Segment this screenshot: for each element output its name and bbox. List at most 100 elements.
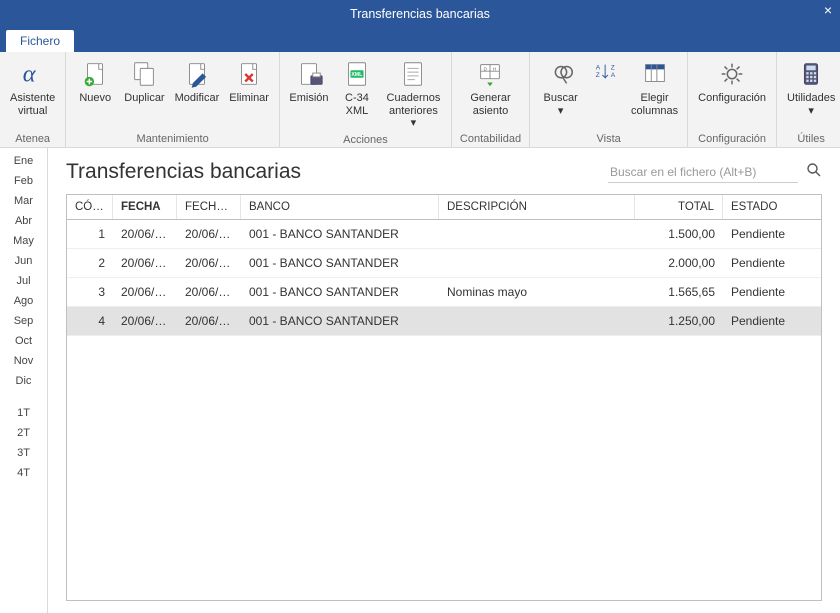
c34xml-button[interactable]: XML C-34 XML xyxy=(336,56,378,119)
ribbon-button-label: Configuración xyxy=(698,92,766,105)
new-icon xyxy=(79,58,111,90)
duplicar-button[interactable]: Duplicar xyxy=(122,56,166,107)
dh-icon: DH xyxy=(474,58,506,90)
svg-text:α: α xyxy=(22,61,36,88)
tab-fichero[interactable]: Fichero xyxy=(6,30,74,52)
close-icon[interactable]: × xyxy=(824,2,832,18)
sidebar-item-quarter[interactable]: 2T xyxy=(0,424,47,442)
utilidades-button[interactable]: Utilidades ▾ xyxy=(785,56,837,119)
table-row[interactable]: 320/06/20…20/06/20…001 - BANCO SANTANDER… xyxy=(67,278,821,307)
sidebar-item-quarter[interactable]: 1T xyxy=(0,404,47,422)
sidebar-item-month[interactable]: Feb xyxy=(0,172,47,190)
ribbon-button-label: Eliminar xyxy=(229,92,269,105)
ribbon-button-label: Elegir columnas xyxy=(631,92,678,117)
asistente-virtual-button[interactable]: α Asistente virtual xyxy=(8,56,57,119)
sidebar-item-month[interactable]: Jun xyxy=(0,252,47,270)
elegir-columnas-button[interactable]: Elegir columnas xyxy=(630,56,679,119)
sidebar-item-month[interactable]: Jul xyxy=(0,272,47,290)
sidebar: Ene Feb Mar Abr May Jun Jul Ago Sep Oct Nov Dic 1T 2T… xyxy=(0,148,48,613)
ribbon-button-label: Emisión xyxy=(289,92,328,105)
cell-descripcion xyxy=(439,220,635,248)
cols-icon xyxy=(639,58,671,90)
sidebar-item-month[interactable]: May xyxy=(0,232,47,250)
svg-text:XML: XML xyxy=(351,72,362,78)
ribbon-button-label: C-34 XML xyxy=(345,92,369,117)
ribbon-button-label: Nuevo xyxy=(79,92,111,105)
sidebar-item-quarter[interactable]: 4T xyxy=(0,464,47,482)
table-row[interactable]: 420/06/20…20/06/20…001 - BANCO SANTANDER… xyxy=(67,307,821,336)
cell-descripcion xyxy=(439,307,635,335)
svg-text:Z: Z xyxy=(610,64,614,71)
eliminar-button[interactable]: Eliminar xyxy=(227,56,271,107)
column-header-estado[interactable]: ESTADO xyxy=(723,195,821,219)
cell-descripcion: Nominas mayo xyxy=(439,278,635,306)
ribbon-group: Emisión XML C-34 XML Cuadernos anteriores ▾… xyxy=(280,52,452,147)
sidebar-item-month[interactable]: Sep xyxy=(0,312,47,330)
ribbon-group: αAsistente virtualAtenea xyxy=(0,52,66,147)
dup-icon xyxy=(128,58,160,90)
column-header-codigo[interactable]: CÓDI… xyxy=(67,195,113,219)
sidebar-item-month[interactable]: Abr xyxy=(0,212,47,230)
tabbar: Fichero xyxy=(0,28,840,52)
column-header-descripcion[interactable]: DESCRIPCIÓN xyxy=(439,195,635,219)
sort-button[interactable]: AZZA xyxy=(589,56,624,92)
titlebar: Transferencias bancarias × xyxy=(0,0,840,28)
sidebar-item-month[interactable]: Dic xyxy=(0,372,47,390)
sidebar-item-month[interactable]: Ago xyxy=(0,292,47,310)
ribbon-group: Buscar ▾AZZAElegir columnasVista xyxy=(530,52,688,147)
gear-icon xyxy=(716,58,748,90)
sort-icon: AZZA xyxy=(591,58,623,90)
emision-button[interactable]: Emisión xyxy=(288,56,330,107)
cell-total: 1.500,00 xyxy=(635,220,723,248)
table-row[interactable]: 220/06/20…20/06/20…001 - BANCO SANTANDER… xyxy=(67,249,821,278)
data-grid: CÓDI…FECHAFECHA P…BANCODESCRIPCIÓNTOTALE… xyxy=(66,194,822,601)
ribbon-button-label: Utilidades ▾ xyxy=(787,92,835,117)
ribbon: αAsistente virtualAteneaNuevoDuplicarMod… xyxy=(0,52,840,148)
window-title: Transferencias bancarias xyxy=(350,7,490,21)
main-area: Transferencias bancarias CÓDI…FECHAFECHA… xyxy=(48,148,840,613)
calc-icon xyxy=(795,58,827,90)
sidebar-item-month[interactable]: Nov xyxy=(0,352,47,370)
cell-estado: Pendiente xyxy=(723,307,821,335)
cell-estado: Pendiente xyxy=(723,278,821,306)
cell-codigo: 4 xyxy=(67,307,113,335)
ribbon-button-label: Duplicar xyxy=(124,92,164,105)
buscar-button[interactable]: Buscar ▾ xyxy=(538,56,583,119)
nuevo-button[interactable]: Nuevo xyxy=(74,56,116,107)
ribbon-group-label: Vista xyxy=(596,133,620,145)
sidebar-item-month[interactable]: Ene xyxy=(0,152,47,170)
table-row[interactable]: 120/06/20…20/06/20…001 - BANCO SANTANDER… xyxy=(67,220,821,249)
del-icon xyxy=(233,58,265,90)
generar-asiento-button[interactable]: DHGenerar asiento xyxy=(468,56,512,119)
search-icon[interactable] xyxy=(806,162,822,182)
cell-codigo: 2 xyxy=(67,249,113,277)
modificar-button[interactable]: Modificar xyxy=(173,56,222,107)
configuracion-button[interactable]: Configuración xyxy=(696,56,768,107)
svg-text:Z: Z xyxy=(595,72,599,79)
ribbon-button-label: Asistente virtual xyxy=(10,92,55,117)
cell-banco: 001 - BANCO SANTANDER xyxy=(241,278,439,306)
column-header-total[interactable]: TOTAL xyxy=(635,195,723,219)
column-header-fechap[interactable]: FECHA P… xyxy=(177,195,241,219)
sidebar-item-month[interactable]: Oct xyxy=(0,332,47,350)
cuadernos-anteriores-button[interactable]: Cuadernos anteriores ▾ xyxy=(384,56,443,132)
main-header: Transferencias bancarias xyxy=(66,160,822,184)
cell-estado: Pendiente xyxy=(723,220,821,248)
cell-estado: Pendiente xyxy=(723,249,821,277)
ribbon-group: NuevoDuplicarModificarEliminarMantenimie… xyxy=(66,52,280,147)
sidebar-item-month[interactable]: Mar xyxy=(0,192,47,210)
column-header-banco[interactable]: BANCO xyxy=(241,195,439,219)
alpha-icon: α xyxy=(17,58,49,90)
column-header-fecha[interactable]: FECHA xyxy=(113,195,177,219)
cell-fecha: 20/06/20… xyxy=(113,249,177,277)
sidebar-item-quarter[interactable]: 3T xyxy=(0,444,47,462)
cell-fecha: 20/06/20… xyxy=(113,220,177,248)
print-icon xyxy=(293,58,325,90)
search-input[interactable] xyxy=(608,162,798,183)
ribbon-group-label: Acciones xyxy=(343,134,388,146)
grid-header: CÓDI…FECHAFECHA P…BANCODESCRIPCIÓNTOTALE… xyxy=(67,195,821,220)
cell-banco: 001 - BANCO SANTANDER xyxy=(241,307,439,335)
ribbon-button-label: Generar asiento xyxy=(470,92,510,117)
ribbon-group-label: Contabilidad xyxy=(460,133,521,145)
cell-banco: 001 - BANCO SANTANDER xyxy=(241,220,439,248)
